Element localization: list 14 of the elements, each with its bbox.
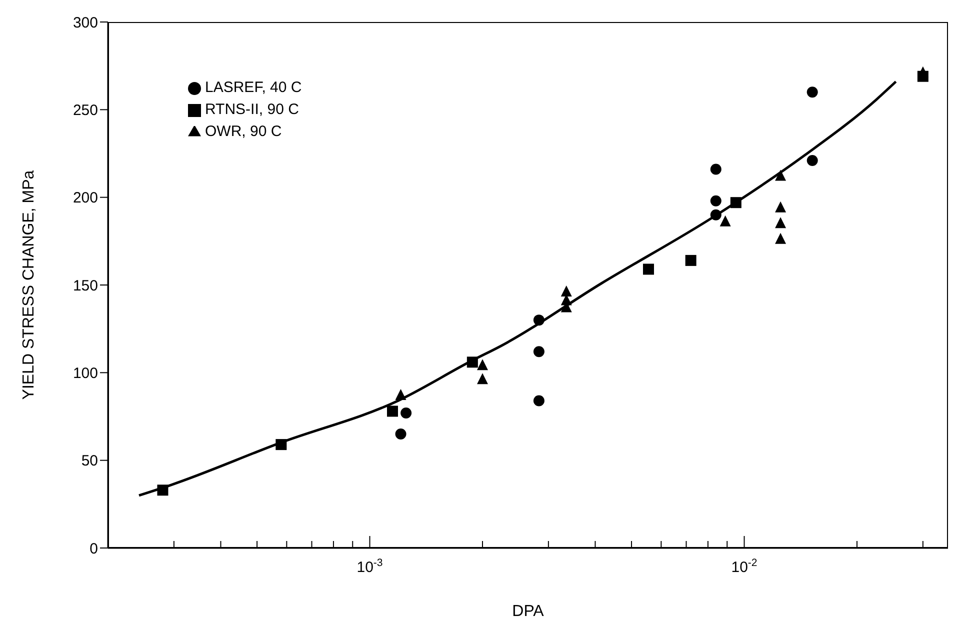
legend-label: LASREF, 40 C [205,79,302,96]
y-tick-label: 200 [72,190,98,207]
x-tick-label: 10$^{-3}$ [356,557,383,576]
y-tick-label: 300 [72,14,98,32]
legend-label: RTNS-II, 90 C [205,101,299,118]
legend-label: OWR, 90 C [205,123,282,140]
y-tick-label: 250 [72,102,98,119]
y-tick-label: 0 [90,540,98,558]
y-tick-label: 150 [72,277,98,294]
x-tick-label: 10$^{-2}$ [731,557,758,576]
y-tick-label: 100 [72,364,98,382]
x-axis-title: DPA [512,603,544,620]
y-tick-label: 50 [81,452,98,470]
y-axis-title: YIELD STRESS CHANGE, MPa [20,170,38,400]
